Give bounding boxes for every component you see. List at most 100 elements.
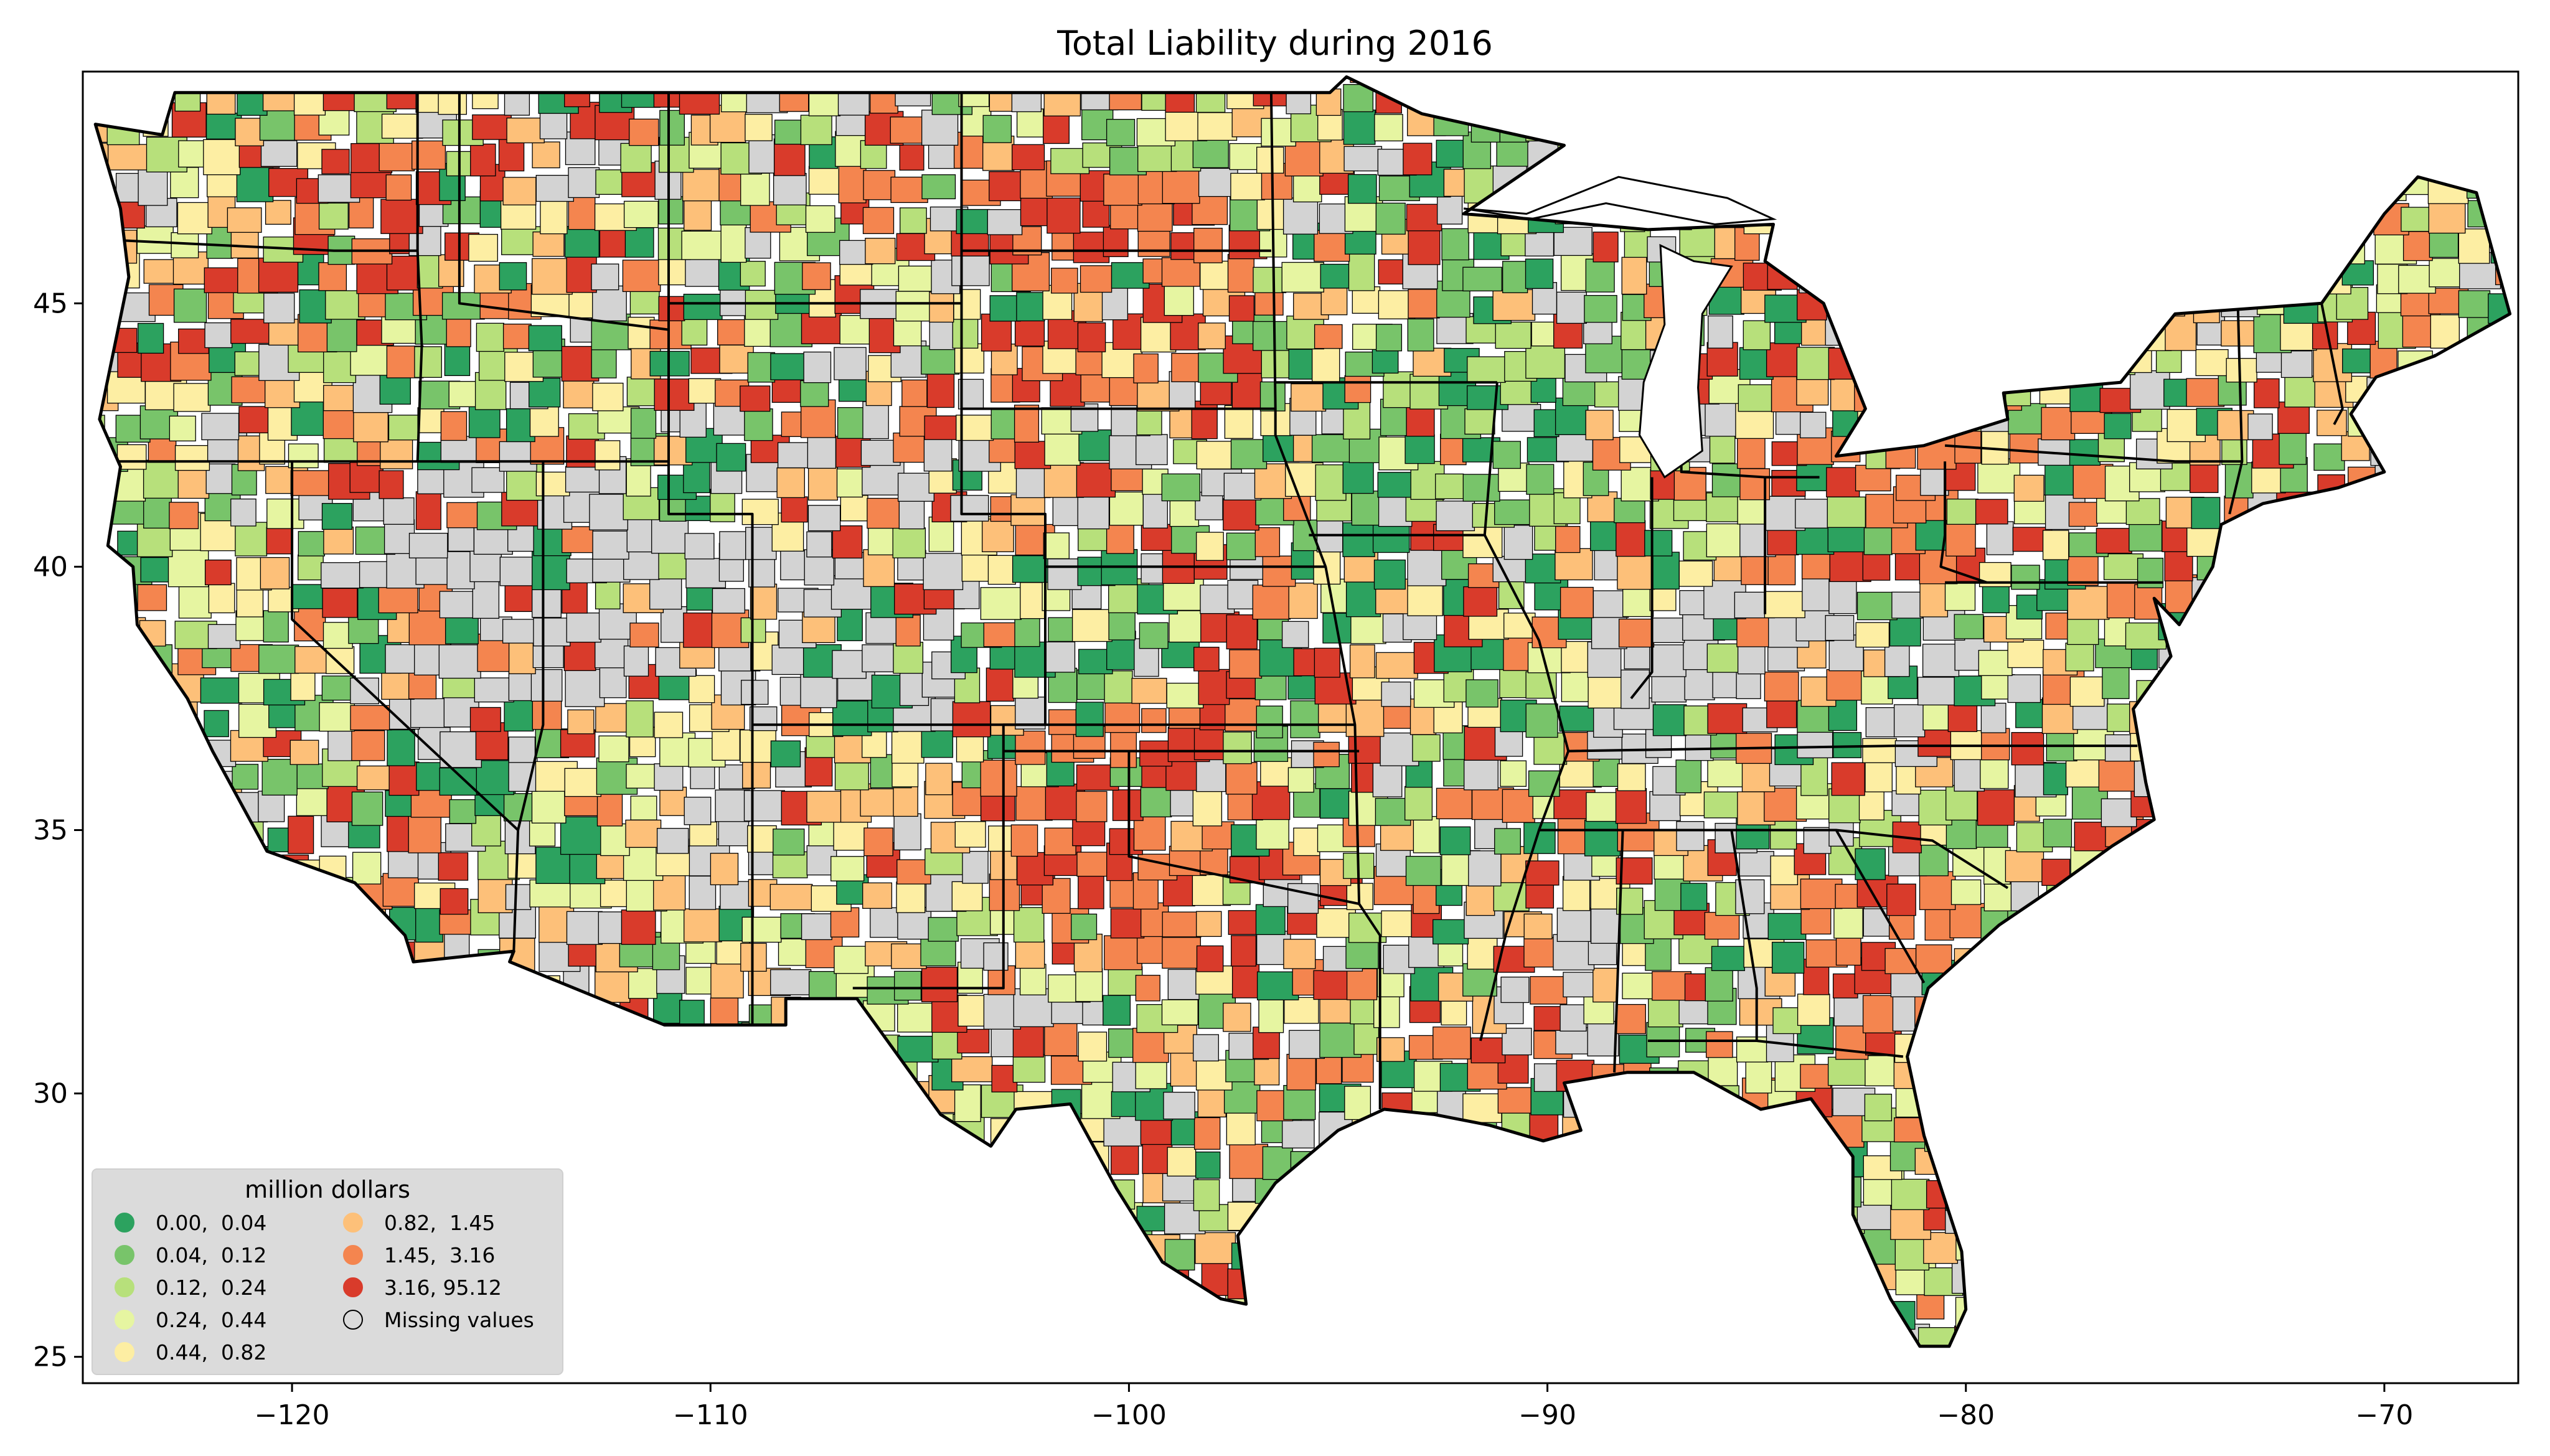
county-cell: [1259, 77, 1302, 85]
county-cell: [626, 700, 654, 738]
county-cell: [1411, 1112, 1442, 1142]
county-cell: [1675, 1143, 1703, 1175]
county-cell: [2463, 708, 2496, 739]
county-cell: [413, 977, 443, 1003]
county-cell: [2498, 344, 2510, 380]
county-cell: [1772, 1148, 1803, 1181]
county-cell: [1678, 560, 1713, 587]
legend-label: 0.00, 0.04: [156, 1211, 266, 1235]
county-cell: [2336, 1134, 2373, 1172]
y-tick-label: 30: [33, 1078, 68, 1110]
county-cell: [1685, 733, 1714, 761]
county-cell: [681, 1266, 713, 1298]
county-cell: [2105, 77, 2147, 83]
county-cell: [1592, 1169, 1633, 1205]
county-cell: [2343, 1204, 2383, 1233]
county-cell: [1855, 464, 1891, 492]
county-cell: [2374, 879, 2404, 905]
county-cell: [2065, 237, 2107, 262]
county-cell: [95, 275, 121, 314]
county-cell: [1407, 318, 1434, 352]
county-cell: [1619, 1168, 1654, 1201]
county-cell: [566, 911, 603, 945]
county-cell: [920, 1223, 946, 1261]
county-cell: [1227, 254, 1254, 293]
county-cell: [2340, 618, 2381, 646]
county-cell: [2276, 729, 2304, 767]
county-cell: [1433, 919, 1469, 945]
county-cell: [710, 1317, 752, 1346]
county-cell: [1375, 202, 1406, 235]
county-cell: [95, 556, 118, 582]
county-cell: [1226, 532, 1256, 560]
county-cell: [807, 462, 838, 501]
county-cell: [1015, 1140, 1050, 1177]
county-cell: [174, 969, 205, 1000]
county-cell: [2491, 121, 2510, 147]
county-cell: [769, 883, 813, 911]
county-cell: [802, 1284, 835, 1320]
county-cell: [1132, 1028, 1169, 1063]
county-cell: [2227, 820, 2265, 852]
county-cell: [2312, 221, 2353, 254]
county-cell: [1315, 1350, 1351, 1383]
county-cell: [1675, 108, 1715, 144]
county-cell: [263, 610, 289, 643]
county-cell: [2247, 1284, 2274, 1321]
county-cell: [565, 466, 604, 493]
county-cell: [2487, 749, 2510, 787]
county-cell: [1856, 591, 1898, 621]
legend-label: Missing values: [384, 1308, 534, 1332]
county-cell: [893, 813, 921, 851]
county-cell: [2398, 376, 2432, 412]
county-cell: [1887, 186, 1927, 225]
county-cell: [470, 143, 496, 177]
county-cell: [1287, 767, 1314, 793]
county-cell: [1162, 937, 1201, 969]
county-cell: [2283, 220, 2317, 255]
county-cell: [173, 77, 209, 82]
county-cell: [2041, 194, 2077, 227]
county-cell: [2339, 995, 2379, 1035]
county-cell: [145, 1116, 182, 1144]
county-cell: [298, 531, 325, 557]
county-cell: [2401, 768, 2432, 793]
county-cell: [898, 1287, 938, 1325]
county-cell: [1319, 997, 1353, 1024]
county-cell: [2376, 1121, 2404, 1148]
county-cell: [2102, 910, 2128, 945]
county-cell: [1886, 108, 1917, 137]
county-cell: [266, 527, 293, 555]
county-cell: [1711, 107, 1749, 139]
county-cell: [2041, 858, 2071, 886]
county-cell: [2250, 860, 2282, 886]
county-cell: [683, 1180, 724, 1207]
county-cell: [2284, 1317, 2309, 1346]
county-cell: [653, 989, 683, 1024]
county-cell: [1985, 947, 2026, 974]
county-cell: [322, 977, 352, 1004]
county-cell: [1894, 317, 1932, 348]
county-cell: [2130, 77, 2165, 81]
county-cell: [2308, 77, 2350, 79]
county-cell: [1256, 971, 1299, 1000]
county-cell: [1080, 265, 1113, 293]
county-cell: [261, 759, 298, 796]
county-cell: [1955, 1297, 1995, 1328]
county-cell: [2130, 295, 2163, 322]
county-cell: [595, 440, 621, 471]
county-cell: [630, 796, 657, 820]
county-cell: [480, 1033, 519, 1059]
county-cell: [1383, 1257, 1418, 1292]
county-cell: [1528, 1313, 1560, 1346]
county-cell: [891, 726, 924, 764]
county-cell: [895, 77, 931, 106]
county-cell: [654, 1230, 685, 1268]
county-cell: [563, 1023, 603, 1059]
county-cell: [95, 248, 123, 287]
county-cell: [1738, 384, 1772, 412]
county-cell: [1525, 703, 1558, 738]
county-cell: [2371, 1200, 2413, 1230]
county-cell: [2317, 1007, 2349, 1032]
county-cell: [2068, 171, 2095, 200]
